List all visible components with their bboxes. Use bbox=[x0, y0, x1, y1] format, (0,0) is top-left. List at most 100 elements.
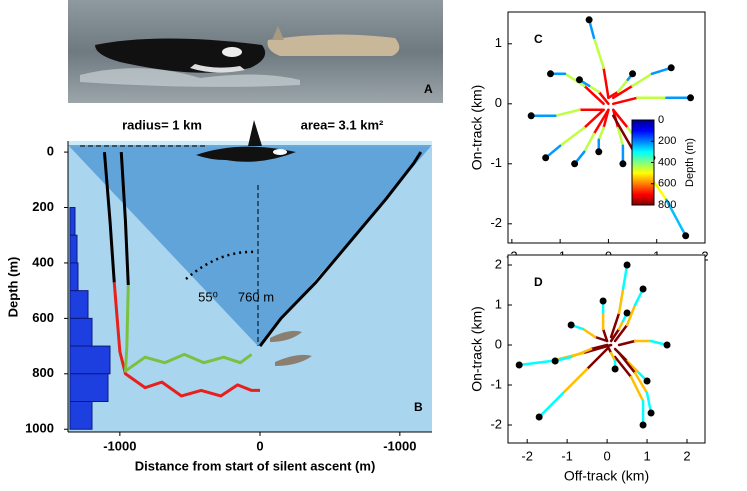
track-segment bbox=[605, 343, 613, 355]
panel-label: C bbox=[534, 32, 543, 46]
track-end bbox=[527, 112, 535, 120]
histogram-bar bbox=[69, 345, 111, 375]
x-tick-label: -1 bbox=[561, 448, 573, 463]
track-end bbox=[623, 261, 631, 269]
histogram-bar bbox=[69, 317, 93, 347]
track-segment bbox=[589, 343, 609, 351]
profile-line bbox=[119, 151, 130, 286]
y-tick-label: 200 bbox=[32, 199, 54, 214]
track-end bbox=[663, 341, 671, 349]
track-segment bbox=[609, 311, 621, 339]
histogram-bar bbox=[69, 290, 89, 319]
track-segment bbox=[554, 108, 581, 118]
track-end bbox=[629, 70, 637, 78]
track-segment bbox=[581, 327, 597, 339]
y-tick-label: 1 bbox=[495, 296, 502, 311]
track-end bbox=[551, 357, 559, 365]
track-end bbox=[595, 148, 603, 156]
track-segment bbox=[561, 367, 589, 395]
track-end bbox=[515, 361, 523, 369]
colorbar-tick-label: 600 bbox=[658, 178, 676, 190]
track-segment bbox=[583, 108, 605, 130]
track-segment bbox=[583, 132, 596, 154]
track-end bbox=[619, 160, 627, 168]
track-segment bbox=[569, 347, 593, 359]
track-end bbox=[682, 232, 690, 240]
annotation: radius= 1 km bbox=[122, 117, 202, 132]
track-segment bbox=[612, 108, 629, 130]
histogram-bar bbox=[69, 234, 78, 264]
track-segment bbox=[587, 84, 601, 94]
track-segment bbox=[613, 323, 629, 343]
track-end bbox=[535, 413, 543, 421]
histogram-bar bbox=[69, 207, 76, 236]
track-segment bbox=[563, 72, 586, 88]
track-segment bbox=[592, 108, 610, 136]
track-end bbox=[639, 285, 647, 293]
track-segment bbox=[537, 391, 565, 419]
track-end bbox=[623, 309, 631, 317]
track-segment bbox=[597, 126, 605, 142]
x-axis-label: Off-track (km) bbox=[564, 468, 649, 484]
track-segment bbox=[517, 359, 553, 367]
track-segment bbox=[629, 375, 645, 403]
profile-line bbox=[258, 151, 423, 347]
y-tick-label: 600 bbox=[32, 310, 54, 325]
track-segment bbox=[617, 351, 637, 375]
track-segment bbox=[631, 72, 654, 88]
x-tick-label: -1000 bbox=[383, 438, 416, 453]
track-segment bbox=[593, 335, 609, 343]
track-end bbox=[585, 16, 593, 24]
plot-frame bbox=[507, 11, 706, 244]
track-end bbox=[542, 154, 550, 162]
track-segment bbox=[597, 90, 610, 106]
track-end bbox=[611, 365, 619, 373]
y-tick-label: 0 bbox=[495, 336, 502, 351]
x-tick-label: -1000 bbox=[103, 438, 136, 453]
track-segment bbox=[612, 96, 639, 106]
track-segment bbox=[585, 347, 609, 371]
track-end bbox=[575, 76, 583, 84]
colorbar-label: Depth (m) bbox=[684, 138, 696, 187]
colorbar-tick-label: 400 bbox=[658, 156, 676, 168]
panel-label: D bbox=[534, 275, 543, 289]
track-segment bbox=[601, 327, 609, 343]
track-segment bbox=[607, 90, 620, 100]
annotation: 55⁰ bbox=[198, 289, 218, 304]
track-segment bbox=[609, 351, 617, 363]
profile-line bbox=[102, 151, 116, 283]
y-tick-label: 1 bbox=[495, 35, 502, 50]
y-tick-label: -2 bbox=[490, 416, 502, 431]
colorbar bbox=[631, 119, 655, 206]
track-segment bbox=[558, 126, 586, 148]
histogram-bar bbox=[69, 401, 93, 430]
track-segment bbox=[625, 359, 641, 375]
track-segment bbox=[625, 303, 637, 327]
track-end bbox=[599, 297, 607, 305]
y-tick-label: -2 bbox=[490, 215, 502, 230]
track-segment bbox=[617, 319, 625, 331]
annotation: 760 m bbox=[238, 289, 274, 304]
track-end bbox=[571, 160, 579, 168]
x-tick-label: 2 bbox=[683, 448, 690, 463]
track-segment bbox=[633, 371, 649, 395]
track-end bbox=[643, 377, 651, 385]
track-segment bbox=[602, 108, 610, 130]
profile-line bbox=[112, 282, 260, 398]
panel-label: A bbox=[424, 82, 433, 96]
y-axis-label: Depth (m) bbox=[5, 257, 20, 318]
track-segment bbox=[609, 327, 621, 343]
track-segment bbox=[592, 36, 605, 70]
track-segment bbox=[616, 126, 625, 148]
histogram-bar bbox=[69, 373, 109, 403]
y-tick-label: 800 bbox=[32, 365, 54, 380]
track-segment bbox=[616, 78, 629, 94]
colorbar-tick-label: 200 bbox=[658, 135, 676, 147]
track-segment bbox=[621, 263, 629, 291]
colorbar-tick-label: 800 bbox=[658, 199, 676, 211]
track-segment bbox=[612, 84, 634, 100]
colorbar-tick-label: 0 bbox=[658, 114, 664, 126]
x-tick-label: 1 bbox=[643, 448, 650, 463]
